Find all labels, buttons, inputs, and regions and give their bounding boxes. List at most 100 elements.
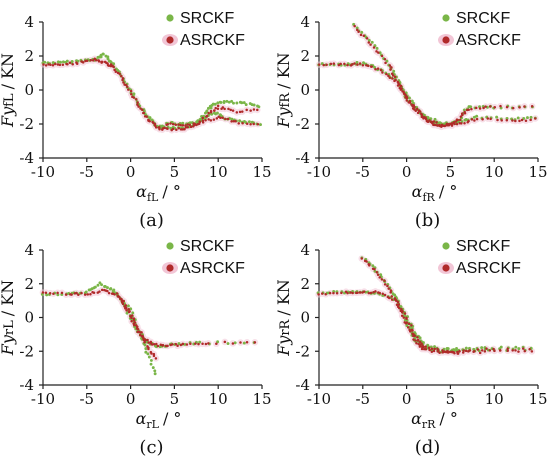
srckf-data-point: [418, 336, 422, 340]
asrckf-data-point: [396, 305, 400, 308]
srckf-data-point: [433, 117, 437, 121]
srckf-data-point: [106, 286, 109, 290]
srckf-data-point: [144, 347, 148, 351]
asrckf-data-point: [68, 61, 72, 65]
asrckf-data-point: [389, 289, 393, 292]
asrckf-data-point: [92, 291, 96, 295]
y-axis-label-unit: / KN: [0, 280, 17, 316]
srckf-data-point: [151, 366, 155, 370]
asrckf-data-point: [154, 357, 158, 360]
x-tick-label: 10: [485, 163, 504, 181]
asrckf-data-point: [405, 317, 408, 320]
asrckf-data-point: [66, 62, 69, 66]
asrckf-data-point: [481, 117, 484, 121]
asrckf-data-point: [411, 329, 414, 332]
x-axis-label-unit: / °: [439, 409, 457, 428]
asrckf-data-point: [418, 345, 422, 348]
srckf-data-point: [252, 103, 256, 107]
asrckf-data-point: [238, 110, 242, 114]
asrckf-data-point: [184, 126, 188, 129]
srckf-data-point: [235, 101, 239, 105]
asrckf-data-point: [215, 342, 218, 346]
x-axis-label-sub: rR: [422, 418, 436, 431]
asrckf-data-point: [207, 111, 210, 115]
asrckf-data-point: [70, 293, 73, 296]
asrckf-data-point: [415, 342, 418, 345]
asrckf-series: [317, 257, 534, 355]
srckf-data-point: [232, 101, 235, 105]
asrckf-data-point: [374, 290, 377, 293]
asrckf-data-point: [130, 320, 133, 323]
srckf-data-point: [238, 119, 242, 123]
asrckf-data-point: [522, 347, 525, 350]
asrckf-data-point: [204, 118, 207, 122]
asrckf-data-point: [139, 107, 142, 110]
asrckf-data-point: [56, 63, 60, 66]
asrckf-data-point: [496, 118, 499, 122]
x-tick-label: -10: [307, 390, 331, 408]
y-axis-label-main: Fy: [0, 334, 17, 356]
y-tick-label: -2: [19, 342, 34, 360]
asrckf-data-point: [408, 330, 412, 333]
srckf-data-point: [147, 355, 151, 359]
srckf-data-point: [230, 99, 234, 103]
srckf-data-point: [259, 123, 262, 127]
asrckf-data-point: [378, 276, 381, 279]
asrckf-data-point: [529, 118, 532, 122]
legend-marker-asrckf: [166, 264, 174, 272]
asrckf-data-point: [424, 347, 428, 351]
asrckf-data-point: [181, 342, 185, 346]
asrckf-data-point: [428, 348, 431, 352]
asrckf-data-point: [184, 124, 187, 127]
srckf-data-point: [233, 341, 237, 345]
srckf-data-point: [257, 105, 261, 109]
asrckf-data-point: [411, 104, 414, 108]
asrckf-data-point: [411, 332, 414, 335]
asrckf-data-point: [130, 316, 133, 320]
srckf-data-point: [367, 38, 371, 42]
y-tick-label: 0: [24, 81, 34, 99]
x-axis-label-unit: / °: [439, 182, 457, 201]
asrckf-data-point: [432, 120, 436, 123]
asrckf-data-point: [474, 106, 478, 110]
asrckf-data-point: [358, 291, 362, 294]
asrckf-data-point: [71, 63, 74, 66]
asrckf-data-point: [520, 118, 524, 122]
asrckf-data-point: [530, 104, 534, 108]
x-tick-label: -5: [79, 390, 94, 408]
asrckf-data-point: [402, 90, 405, 94]
legend-marker-srckf: [166, 14, 174, 22]
y-tick-label: -4: [295, 149, 310, 167]
asrckf-data-point: [221, 116, 224, 120]
asrckf-data-point: [143, 340, 146, 344]
asrckf-data-point: [459, 115, 463, 118]
asrckf-data-point: [161, 344, 164, 347]
asrckf-data-point: [511, 349, 514, 352]
asrckf-data-point: [106, 289, 109, 293]
x-axis-label: αfL / °: [136, 182, 181, 204]
srckf-data-point: [355, 26, 359, 30]
panel-caption: (b): [415, 210, 441, 231]
x-tick-label: 15: [252, 163, 271, 181]
asrckf-data-point: [416, 111, 420, 115]
asrckf-data-point: [121, 302, 125, 306]
asrckf-data-point: [329, 62, 333, 66]
x-tick-label: -10: [307, 163, 331, 181]
asrckf-data-point: [140, 331, 143, 334]
asrckf-data-point: [226, 117, 230, 121]
srckf-data-point: [98, 281, 102, 285]
asrckf-data-point: [186, 123, 189, 126]
asrckf-data-point: [340, 291, 343, 295]
asrckf-data-point: [424, 116, 427, 119]
asrckf-data-point: [400, 314, 404, 317]
srckf-data-point: [360, 30, 364, 34]
srckf-data-point: [433, 345, 436, 348]
asrckf-data-point: [444, 350, 448, 354]
asrckf-data-point: [256, 122, 260, 126]
asrckf-data-point: [505, 119, 509, 122]
srckf-data-point: [355, 60, 359, 64]
asrckf-data-point: [462, 349, 465, 352]
asrckf-data-point: [188, 123, 192, 127]
x-tick-label: 10: [209, 390, 228, 408]
asrckf-data-point: [239, 341, 242, 344]
